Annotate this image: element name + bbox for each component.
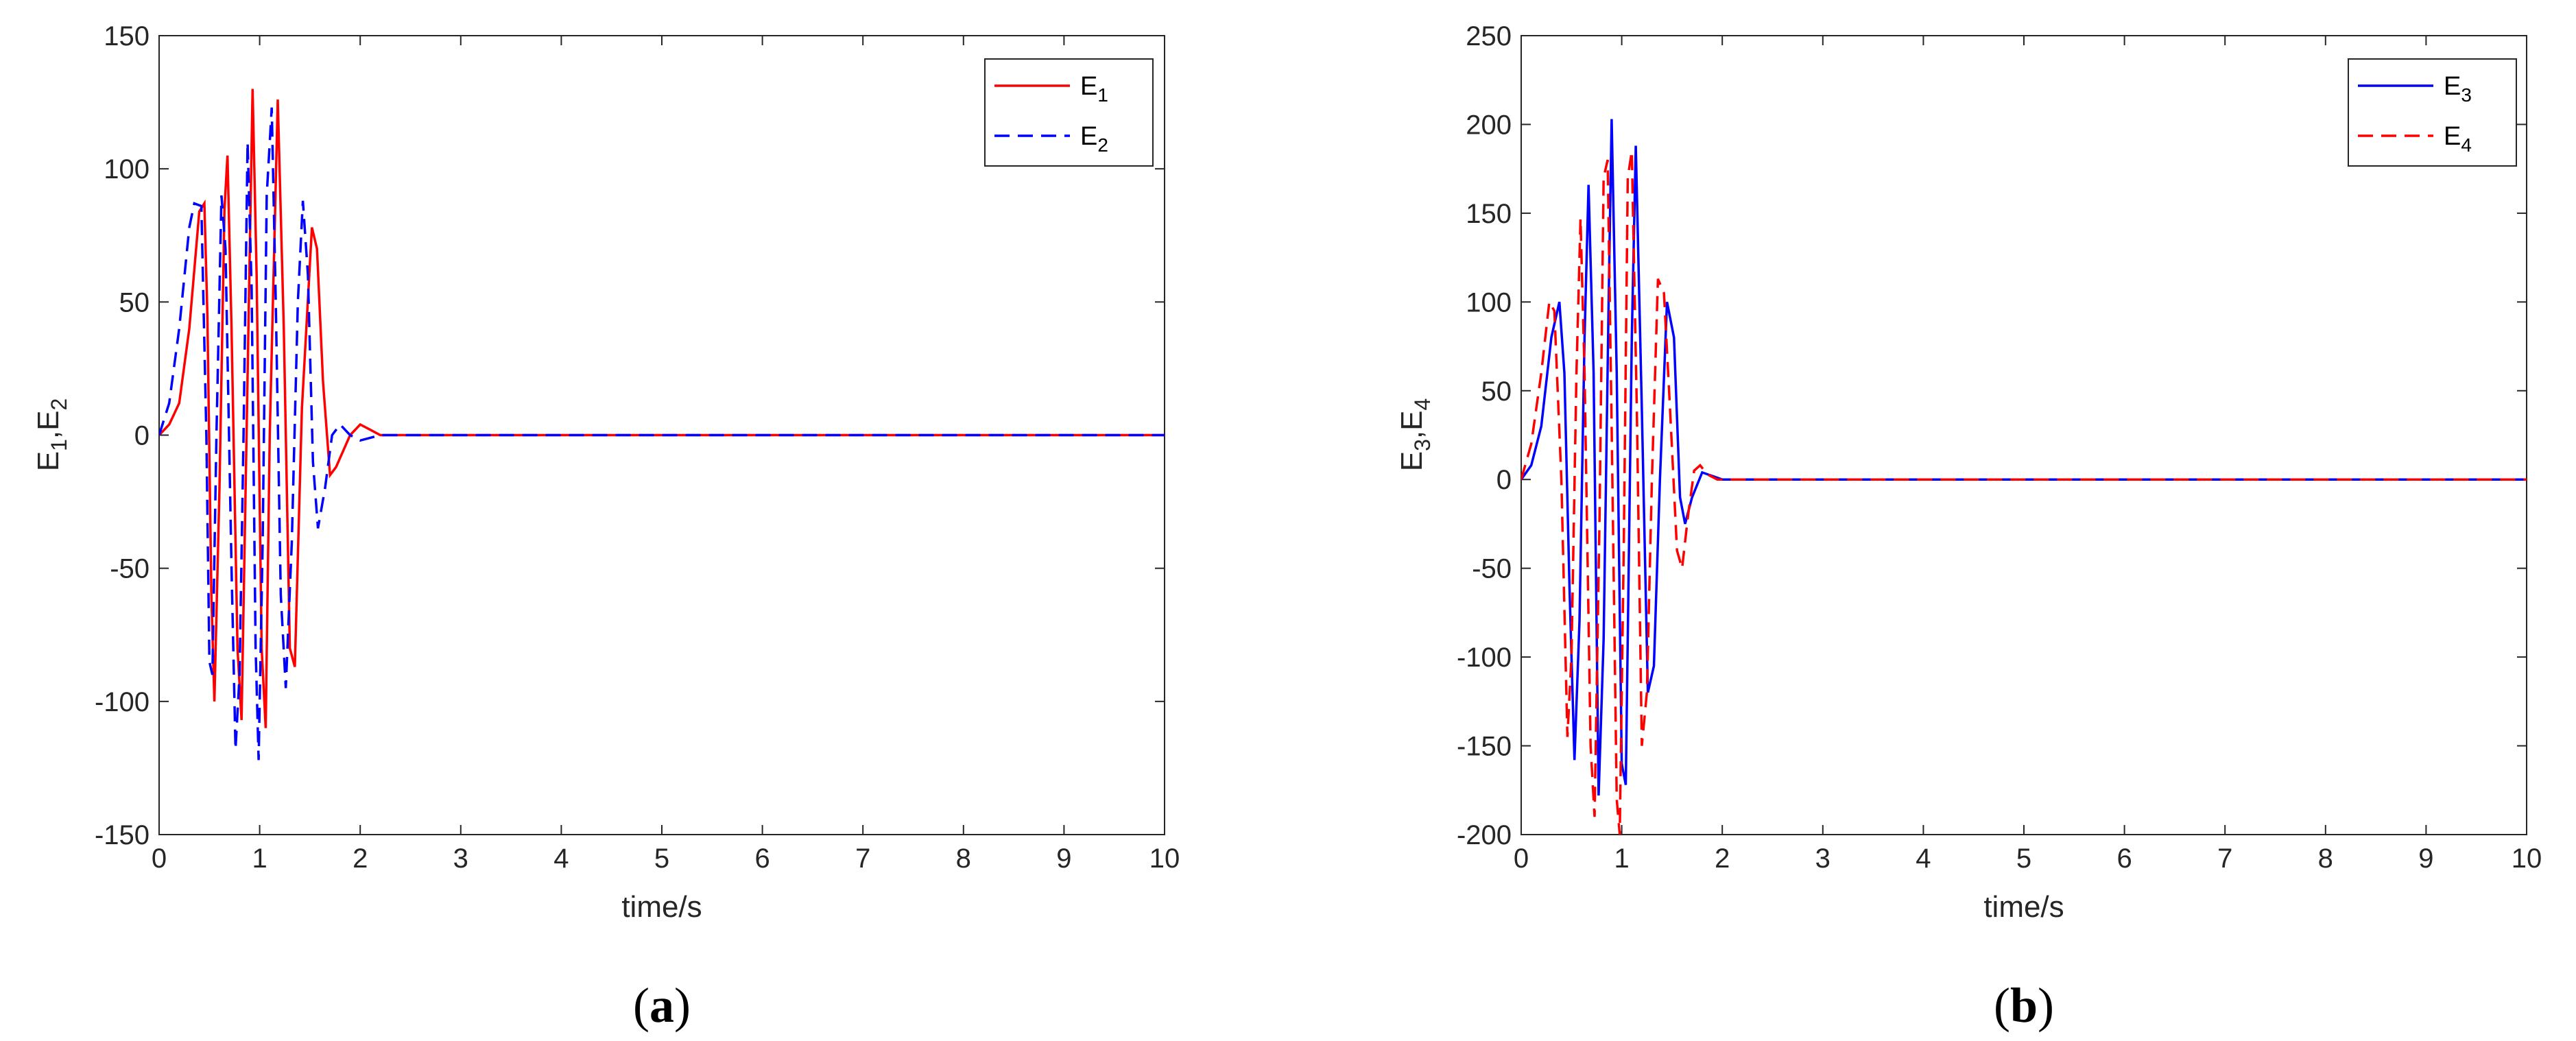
x-tick-label: 6: [2116, 843, 2132, 874]
series-e4-line: [1521, 151, 2527, 835]
y-tick-label: 50: [119, 287, 150, 318]
legend-a: E1 E2: [984, 58, 1154, 167]
series-e1-line: [159, 88, 1165, 728]
y-tick-label: -50: [1472, 554, 1512, 584]
panel-label-b: (b): [1994, 978, 2054, 1033]
x-tick-label: 8: [2318, 843, 2333, 874]
legend-box-a: [984, 58, 1154, 167]
y-tick-label: 0: [134, 421, 150, 451]
x-tick-label: 0: [152, 843, 167, 874]
y-tick-label: -50: [110, 554, 150, 584]
y-tick-label: 50: [1481, 376, 1512, 407]
x-tick-label: 10: [1149, 843, 1180, 874]
y-tick-label: -150: [1457, 732, 1512, 762]
legend-box-b: [2348, 58, 2517, 167]
x-axis-label-a: time/s: [621, 890, 702, 924]
x-tick-label: 9: [1056, 843, 1071, 874]
y-tick-label: -200: [1457, 820, 1512, 850]
x-tick-label: 1: [252, 843, 267, 874]
plot-area-b: [1520, 35, 2527, 835]
x-tick-label: 7: [855, 843, 870, 874]
y-tick-label: 150: [1466, 199, 1512, 229]
legend-label-e4: E4: [2444, 122, 2472, 156]
x-tick-label: 2: [1715, 843, 1730, 874]
x-tick-label: 6: [754, 843, 770, 874]
x-tick-label: 1: [1614, 843, 1629, 874]
x-tick-label: 10: [2512, 843, 2542, 874]
y-tick-label: 250: [1466, 21, 1512, 51]
x-tick-label: 5: [2016, 843, 2031, 874]
panel-label-a: (a): [633, 978, 691, 1033]
ticks-b: 0 1 2 3 4 5 6 7 8 9 10 -200 -150 -100 -50 0 50 100 150 200 2…: [1457, 21, 2542, 874]
x-tick-label: 8: [956, 843, 971, 874]
y-tick-label: 0: [1496, 465, 1512, 495]
x-tick-label: 0: [1514, 843, 1529, 874]
y-tick-label: 100: [1466, 287, 1512, 318]
y-tick-label: 100: [104, 154, 150, 184]
legend-label-e1: E1: [1080, 72, 1108, 106]
y-tick-label: -150: [95, 820, 150, 850]
y-axis-label-a: E1,E2: [32, 398, 71, 472]
x-axis-label-b: time/s: [1983, 890, 2064, 924]
y-tick-label: -100: [95, 687, 150, 717]
legend-b: E3 E4: [2348, 58, 2517, 167]
y-tick-label: 150: [104, 21, 150, 51]
x-tick-label: 3: [453, 843, 468, 874]
ticks-a: 0 1 2 3 4 5 6 7 8 9 10 -150 -100 -50 0 50 100 150: [95, 21, 1180, 874]
y-axis-label-b: E3,E4: [1395, 398, 1435, 472]
series-e2-line: [159, 107, 1165, 761]
y-tick-label: -100: [1457, 643, 1512, 673]
x-tick-label: 4: [1916, 843, 1931, 874]
x-tick-label: 4: [553, 843, 569, 874]
legend-label-e2: E2: [1080, 122, 1108, 156]
legend-label-e3: E3: [2444, 72, 2472, 106]
y-tick-label: 200: [1466, 110, 1512, 140]
x-tick-label: 5: [654, 843, 669, 874]
x-tick-label: 7: [2217, 843, 2232, 874]
x-tick-label: 9: [2418, 843, 2433, 874]
x-tick-label: 3: [1815, 843, 1830, 874]
x-tick-label: 2: [353, 843, 368, 874]
panel-b: 0 1 2 3 4 5 6 7 8 9 10 -200 -150 -100 -50 0 50 100 150 200 2…: [1395, 21, 2542, 924]
